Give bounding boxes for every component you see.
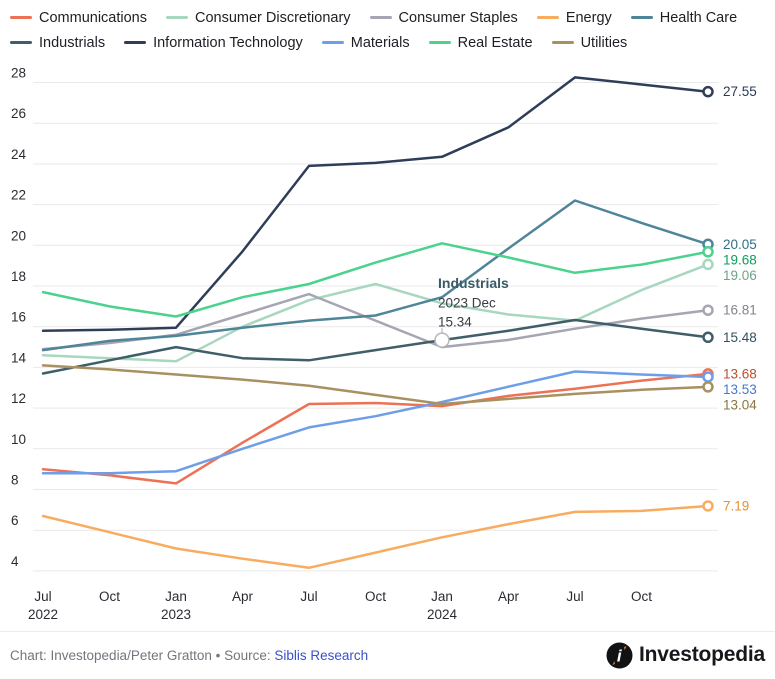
y-tick-label-4: 4 — [11, 554, 19, 569]
legend-swatch-health-care — [630, 15, 653, 19]
legend-label: Real Estate — [457, 35, 533, 51]
legend-label: Health Care — [659, 10, 738, 26]
legend-item-communications: Communications — [10, 10, 147, 26]
legend-item-utilities: Utilities — [551, 35, 628, 51]
end-value-label-real-estate: 19.68 — [723, 252, 757, 267]
series-line-health-care — [41, 199, 710, 352]
end-value-label-consumer-discretionary: 19.06 — [723, 268, 757, 283]
series-line-utilities — [41, 364, 710, 406]
legend-swatch-energy — [536, 15, 559, 19]
end-value-label-industrials: 15.48 — [723, 330, 757, 345]
end-marker-materials — [702, 371, 714, 383]
y-tick-label-26: 26 — [11, 106, 26, 121]
y-tick-label-20: 20 — [11, 228, 26, 243]
series-line-consumer-discretionary — [41, 263, 710, 363]
legend-label: Communications — [39, 10, 147, 26]
legend-swatch-materials — [321, 40, 344, 44]
legend-item-consumer-discretionary: Consumer Discretionary — [166, 10, 351, 26]
y-tick-label-12: 12 — [11, 391, 26, 406]
legend-item-materials: Materials — [321, 35, 410, 51]
source-link[interactable]: Siblis Research — [274, 647, 369, 663]
end-value-label-information-technology: 27.55 — [723, 84, 757, 99]
legend-swatch-communications — [10, 15, 32, 19]
series-line-materials — [41, 370, 710, 475]
legend-swatch-utilities — [551, 40, 574, 44]
legend-label: Industrials — [39, 35, 106, 51]
x-tick-month-6: Jan — [431, 589, 453, 604]
series-line-consumer-staples — [41, 292, 710, 351]
end-value-label-consumer-staples: 16.81 — [723, 303, 757, 318]
end-marker-consumer-staples — [702, 304, 714, 316]
end-value-label-materials: 13.53 — [723, 382, 757, 397]
legend-swatch-industrials — [10, 40, 32, 44]
x-tick-month-2: Jan — [165, 589, 187, 604]
y-tick-label-28: 28 — [11, 66, 26, 81]
series-line-industrials — [41, 318, 710, 375]
end-marker-real-estate — [702, 246, 714, 258]
y-tick-label-10: 10 — [11, 432, 26, 447]
legend-swatch-real-estate — [428, 40, 451, 44]
legend-item-energy: Energy — [536, 10, 612, 26]
x-tick-month-0: Jul — [34, 589, 51, 604]
legend-label: Materials — [350, 35, 410, 51]
x-tick-month-5: Oct — [365, 589, 386, 604]
y-tick-label-18: 18 — [11, 269, 26, 284]
end-value-label-health-care: 20.05 — [723, 237, 757, 252]
series-line-communications — [41, 372, 710, 485]
legend-item-information-technology: Information Technology — [124, 35, 303, 51]
chart-footer: Chart: Investopedia/Peter Gratton • Sour… — [0, 631, 775, 678]
line-chart: 4 6 8 10 12 14 16 18 20 22 24 26 28 Jul 2022 Oct Jan 2023… — [0, 55, 775, 632]
end-marker-utilities — [702, 381, 714, 393]
x-tick-month-4: Jul — [300, 589, 317, 604]
tooltip-marker — [434, 332, 450, 348]
legend-item-industrials: Industrials — [10, 35, 105, 51]
credit-text: Chart: Investopedia/Peter Gratton • Sour… — [10, 647, 275, 663]
investopedia-logo-icon: i — [606, 642, 633, 668]
legend-swatch-consumer-staples — [369, 15, 392, 19]
legend-label: Energy — [565, 10, 612, 26]
investopedia-wordmark: Investopedia — [639, 643, 765, 666]
end-value-label-energy: 7.19 — [723, 498, 749, 513]
x-tick-year-0: 2022 — [28, 607, 58, 622]
x-tick-month-7: Apr — [498, 589, 520, 604]
y-tick-label-8: 8 — [11, 473, 19, 488]
x-tick-month-8: Jul — [566, 589, 583, 604]
investopedia-logo-link[interactable]: i Investopedia — [606, 642, 765, 669]
legend-swatch-information-technology — [124, 40, 147, 44]
legend-swatch-consumer-discretionary — [166, 15, 188, 19]
legend-label: Utilities — [580, 35, 628, 51]
x-tick-month-3: Apr — [232, 589, 254, 604]
y-tick-label-14: 14 — [11, 350, 27, 365]
end-marker-energy — [702, 500, 714, 512]
legend-item-consumer-staples: Consumer Staples — [369, 10, 518, 26]
series-line-information-technology — [41, 76, 710, 333]
svg-text:i: i — [617, 646, 623, 665]
legend-label: Consumer Staples — [398, 10, 518, 26]
tooltip-date: 2023 Dec — [438, 296, 496, 311]
end-marker-information-technology — [702, 85, 714, 98]
chart-legend: Communications Consumer Discretionary Cons… — [0, 6, 775, 56]
y-tick-label-22: 22 — [11, 188, 26, 203]
legend-item-real-estate: Real Estate — [428, 35, 533, 51]
y-tick-label-24: 24 — [11, 147, 27, 162]
tooltip-value: 15.34 — [438, 315, 472, 330]
end-value-label-communications: 13.68 — [723, 366, 757, 381]
end-value-label-utilities: 13.04 — [723, 397, 757, 412]
x-tick-year-6: 2024 — [427, 607, 458, 622]
y-tick-label-6: 6 — [11, 513, 19, 528]
legend-label: Consumer Discretionary — [195, 10, 351, 26]
x-tick-month-9: Oct — [631, 589, 652, 604]
y-tick-label-16: 16 — [11, 310, 26, 325]
chart-credit: Chart: Investopedia/Peter Gratton • Sour… — [10, 648, 368, 663]
tooltip-title: Industrials — [438, 275, 509, 291]
legend-item-health-care: Health Care — [630, 10, 738, 26]
x-tick-month-1: Oct — [99, 589, 120, 604]
series-line-real-estate — [41, 242, 710, 318]
end-marker-consumer-discretionary — [702, 258, 714, 271]
series-line-energy — [41, 504, 710, 570]
legend-label: Information Technology — [153, 35, 303, 51]
x-tick-year-2: 2023 — [161, 607, 191, 622]
end-marker-industrials — [702, 331, 714, 344]
